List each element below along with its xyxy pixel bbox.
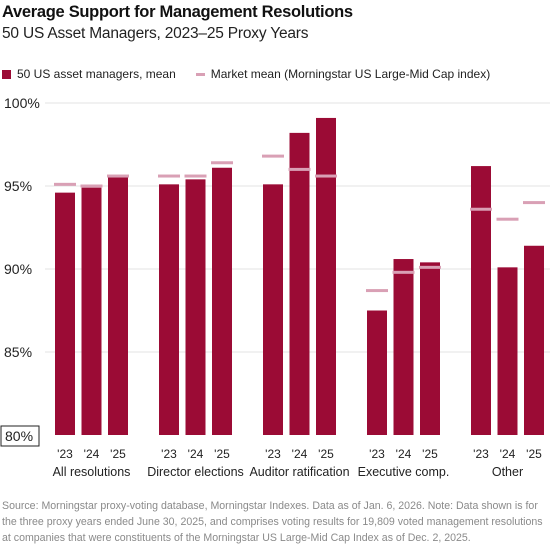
manager-bar [108, 176, 128, 436]
manager-bar [367, 310, 387, 435]
x-tick-label: '23 [265, 447, 281, 461]
y-tick-label: 90% [4, 261, 32, 277]
group-label: Director elections [147, 465, 244, 479]
bar-chart: 100% 95% 90% 85% 80% '23 '24 '25 All resolutions… [0, 95, 550, 479]
manager-bar [159, 184, 179, 435]
x-tick-label: '25 [422, 447, 438, 461]
x-tick-label: '25 [318, 447, 334, 461]
legend-line-swatch [195, 72, 205, 76]
x-tick-label: '23 [369, 447, 385, 461]
x-tick-label: '23 [161, 447, 177, 461]
manager-bar [289, 132, 310, 435]
market-mean-marker [211, 161, 233, 165]
x-tick-label: '23 [57, 447, 73, 461]
market-mean-marker [262, 154, 284, 158]
source-note: Source: Morningstar proxy-voting databas… [2, 500, 543, 544]
chart-subtitle: 50 US Asset Managers, 2023–25 Proxy Year… [2, 25, 309, 42]
x-tick-label: '24 [292, 447, 308, 461]
market-mean-marker [496, 217, 519, 221]
legend-item-market: Market mean (Morningstar US Large-Mid Ca… [195, 67, 491, 81]
y-tick-label: 100% [4, 95, 40, 111]
group-label: Executive comp. [358, 465, 450, 479]
y-tick-box [0, 425, 40, 447]
x-tick-label: '23 [473, 447, 489, 461]
market-mean-marker [366, 289, 388, 293]
legend: 50 US asset managers, mean Market mean (… [2, 67, 510, 81]
legend-managers-label: 50 US asset managers, mean [17, 67, 176, 81]
manager-bar [393, 259, 414, 435]
manager-bar [316, 117, 336, 435]
manager-bar [497, 267, 518, 435]
market-mean-marker [184, 174, 207, 178]
market-mean-marker [288, 167, 311, 171]
chart-title: Average Support for Management Resolutio… [2, 3, 353, 21]
market-mean-marker [107, 174, 129, 178]
market-mean-marker [315, 174, 337, 178]
x-tick-label: '24 [500, 447, 516, 461]
manager-bar [55, 192, 75, 435]
manager-bar [524, 245, 544, 435]
market-mean-marker [80, 184, 103, 188]
group-label: Auditor ratification [249, 465, 349, 479]
manager-bar [420, 262, 440, 435]
market-mean-marker [158, 174, 180, 178]
market-mean-marker [392, 270, 415, 274]
group-label: Other [492, 465, 523, 479]
x-tick-label: '25 [526, 447, 542, 461]
x-tick-label: '24 [396, 447, 412, 461]
manager-bar [471, 166, 491, 435]
market-mean-marker [470, 207, 492, 211]
y-tick-label: 85% [4, 344, 32, 360]
manager-bar [81, 187, 102, 435]
x-tick-label: '24 [188, 447, 204, 461]
manager-bar [185, 179, 206, 435]
manager-bar [263, 184, 283, 435]
legend-market-label: Market mean (Morningstar US Large-Mid Ca… [210, 67, 491, 81]
group-label: All resolutions [53, 465, 131, 479]
x-tick-label: '25 [214, 447, 230, 461]
market-mean-marker [523, 201, 545, 205]
market-mean-marker [54, 182, 76, 186]
x-tick-label: '24 [84, 447, 100, 461]
y-tick-label: 95% [4, 178, 32, 194]
y-tick-label: 80% [5, 428, 33, 444]
legend-bar-swatch [2, 69, 11, 79]
market-mean-marker [419, 265, 441, 269]
legend-item-managers: 50 US asset managers, mean [2, 67, 176, 81]
manager-bar [212, 167, 232, 436]
x-tick-label: '25 [110, 447, 126, 461]
